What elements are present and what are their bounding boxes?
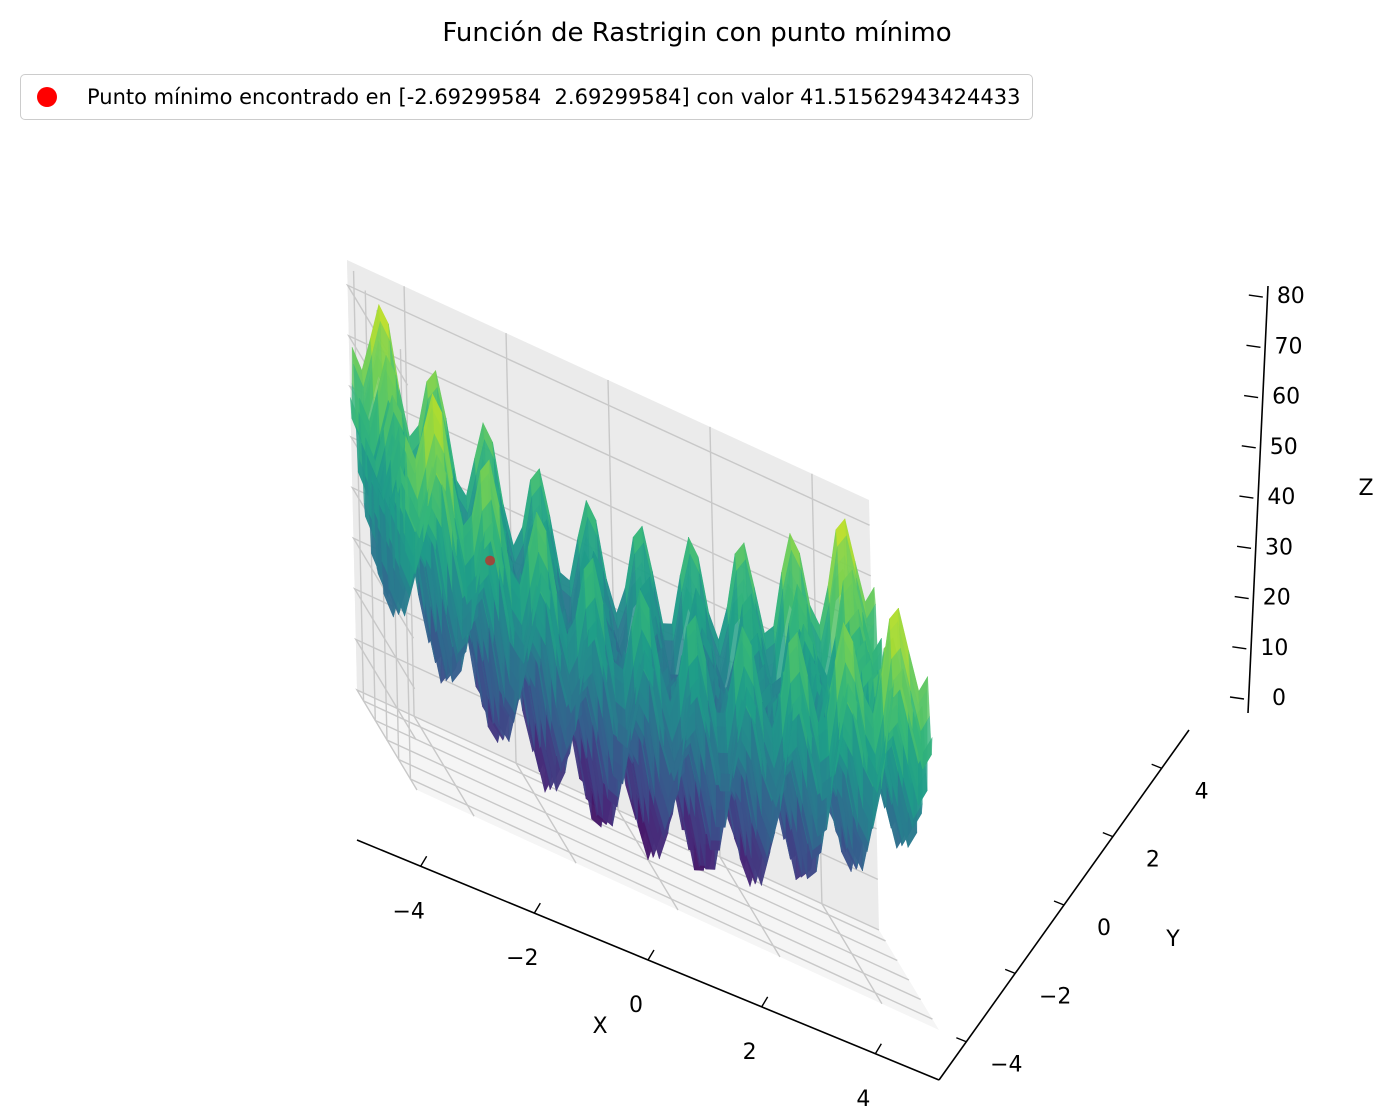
z-tick-label: 70 [1274,334,1302,359]
x-tick-mark [874,1043,882,1055]
z-tick-label: 0 [1272,686,1286,711]
rastrigin-surface [349,304,933,887]
tick-marks [420,294,1263,1055]
y-tick-mark [1102,831,1114,838]
y-tick-label: −4 [990,1053,1022,1078]
y-tick-mark [1053,900,1065,906]
x-tick-mark [761,996,769,1008]
z-tick-label: 30 [1265,535,1293,560]
chart-title: Función de Rastrigin con punto mínimo [442,18,952,48]
z-tick-label: 20 [1263,586,1291,611]
z-tick-mark [1241,445,1256,449]
y-tick-mark [1151,763,1162,769]
z-tick-mark [1239,495,1254,499]
x-axis-label: X [592,1014,607,1039]
z-tick-mark [1248,294,1263,298]
z-tick-mark [1229,696,1245,700]
z-axis-label: Z [1358,476,1373,501]
surface-patch [720,773,731,792]
legend: Punto mínimo encontrado en [-2.69299584 … [20,74,1034,120]
y-tick-label: 0 [1097,916,1111,941]
y-tick-label: −2 [1039,984,1071,1009]
x-tick-mark [647,949,655,961]
z-tick-mark [1234,595,1249,600]
x-tick-mark [420,855,428,867]
x-tick-mark [533,902,541,914]
x-tick-label: −2 [506,946,538,971]
x-tick-label: 4 [856,1087,870,1112]
z-tick-label: 50 [1270,435,1298,460]
z-tick-mark [1246,344,1261,349]
y-tick-label: 2 [1146,848,1160,873]
x-tick-label: 0 [629,993,643,1018]
x-tick-label: 2 [743,1040,757,1065]
y-axis-label: Y [1165,927,1180,952]
surface-patch [922,737,933,770]
legend-marker-red-dot [37,87,57,107]
surface-patch [662,623,674,642]
z-tick-label: 40 [1267,485,1295,510]
z-tick-mark [1236,545,1252,549]
z-tick-label: 60 [1272,385,1300,410]
x-tick-label: −4 [392,899,424,924]
y-tick-label: 4 [1195,779,1209,804]
y-tick-mark [1004,968,1016,975]
z-tick-label: 80 [1277,284,1305,309]
z-tick-mark [1244,394,1259,399]
surface-patch [710,839,721,851]
minimum-point-marker [485,555,496,566]
z-tick-mark [1232,646,1247,650]
z-tick-label: 10 [1260,636,1288,661]
legend-entry-label: Punto mínimo encontrado en [-2.69299584 … [87,85,1021,109]
y-tick-mark [956,1037,967,1043]
z-axis-line [1247,285,1269,714]
